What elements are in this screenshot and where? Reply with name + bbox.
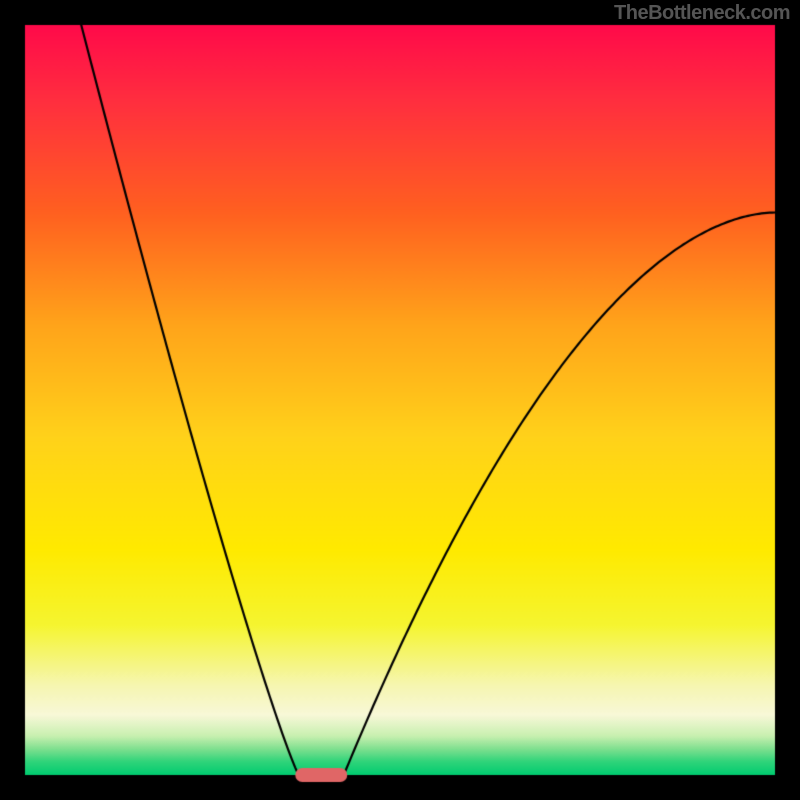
bottleneck-chart (0, 0, 800, 800)
watermark-label: TheBottleneck.com (614, 2, 790, 25)
chart-container: TheBottleneck.com (0, 0, 800, 800)
